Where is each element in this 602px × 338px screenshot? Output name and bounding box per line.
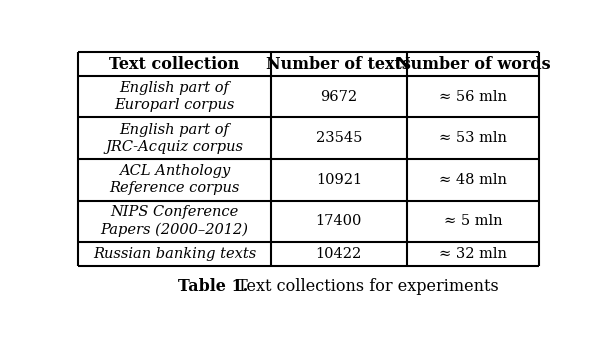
Text: 10422: 10422 (315, 247, 362, 261)
Text: NIPS Conference
Papers (2000–2012): NIPS Conference Papers (2000–2012) (101, 206, 249, 237)
Text: Russian banking texts: Russian banking texts (93, 247, 256, 261)
Text: ≈ 48 mln: ≈ 48 mln (439, 173, 507, 187)
Text: 9672: 9672 (320, 90, 358, 104)
Text: 23545: 23545 (315, 131, 362, 145)
Text: ≈ 5 mln: ≈ 5 mln (444, 214, 502, 228)
Text: ≈ 53 mln: ≈ 53 mln (439, 131, 507, 145)
Text: 10921: 10921 (316, 173, 362, 187)
Text: English part of
Europarl corpus: English part of Europarl corpus (114, 81, 235, 112)
Text: ACL Anthology
Reference corpus: ACL Anthology Reference corpus (109, 164, 240, 195)
Text: Number of texts: Number of texts (267, 55, 411, 73)
Text: Text collections for experiments: Text collections for experiments (232, 278, 499, 295)
Text: 17400: 17400 (315, 214, 362, 228)
Text: ≈ 56 mln: ≈ 56 mln (439, 90, 507, 104)
Text: Text collection: Text collection (109, 55, 240, 73)
Text: English part of
JRC-Acquiz corpus: English part of JRC-Acquiz corpus (105, 123, 243, 154)
Text: Number of words: Number of words (396, 55, 550, 73)
Text: Table 1.: Table 1. (178, 278, 248, 295)
Text: ≈ 32 mln: ≈ 32 mln (439, 247, 507, 261)
